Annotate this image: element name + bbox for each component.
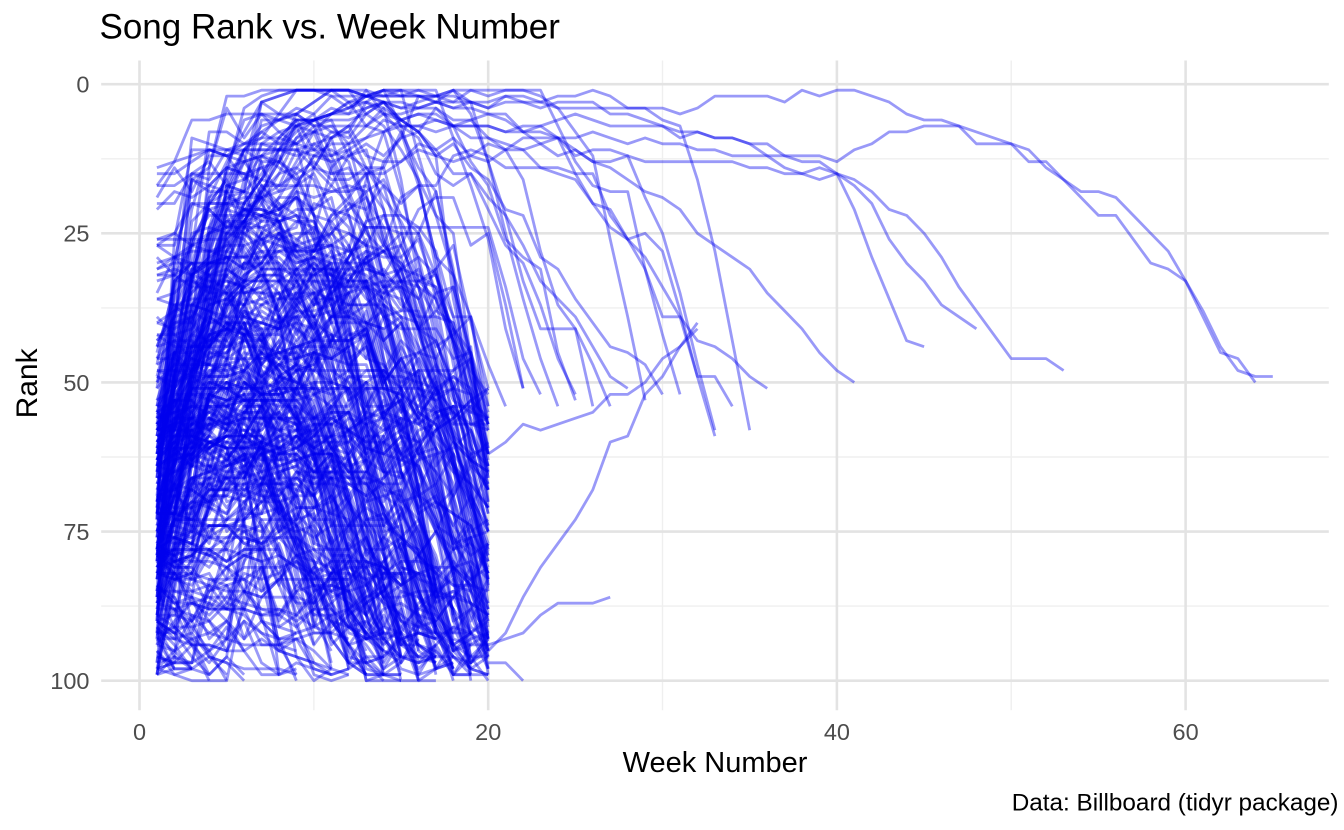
svg-text:75: 75: [63, 519, 89, 545]
svg-text:60: 60: [1173, 719, 1199, 745]
svg-text:Rank: Rank: [11, 347, 44, 418]
svg-text:50: 50: [63, 370, 89, 396]
svg-text:Week Number: Week Number: [623, 747, 808, 779]
svg-text:100: 100: [50, 668, 89, 694]
svg-text:40: 40: [824, 719, 850, 745]
svg-text:25: 25: [63, 221, 89, 247]
svg-text:Song Rank vs. Week Number: Song Rank vs. Week Number: [100, 8, 561, 47]
svg-text:20: 20: [475, 719, 501, 745]
svg-text:Data: Billboard (tidyr package: Data: Billboard (tidyr package): [1012, 790, 1339, 817]
svg-text:0: 0: [76, 72, 89, 98]
svg-text:0: 0: [133, 719, 146, 745]
